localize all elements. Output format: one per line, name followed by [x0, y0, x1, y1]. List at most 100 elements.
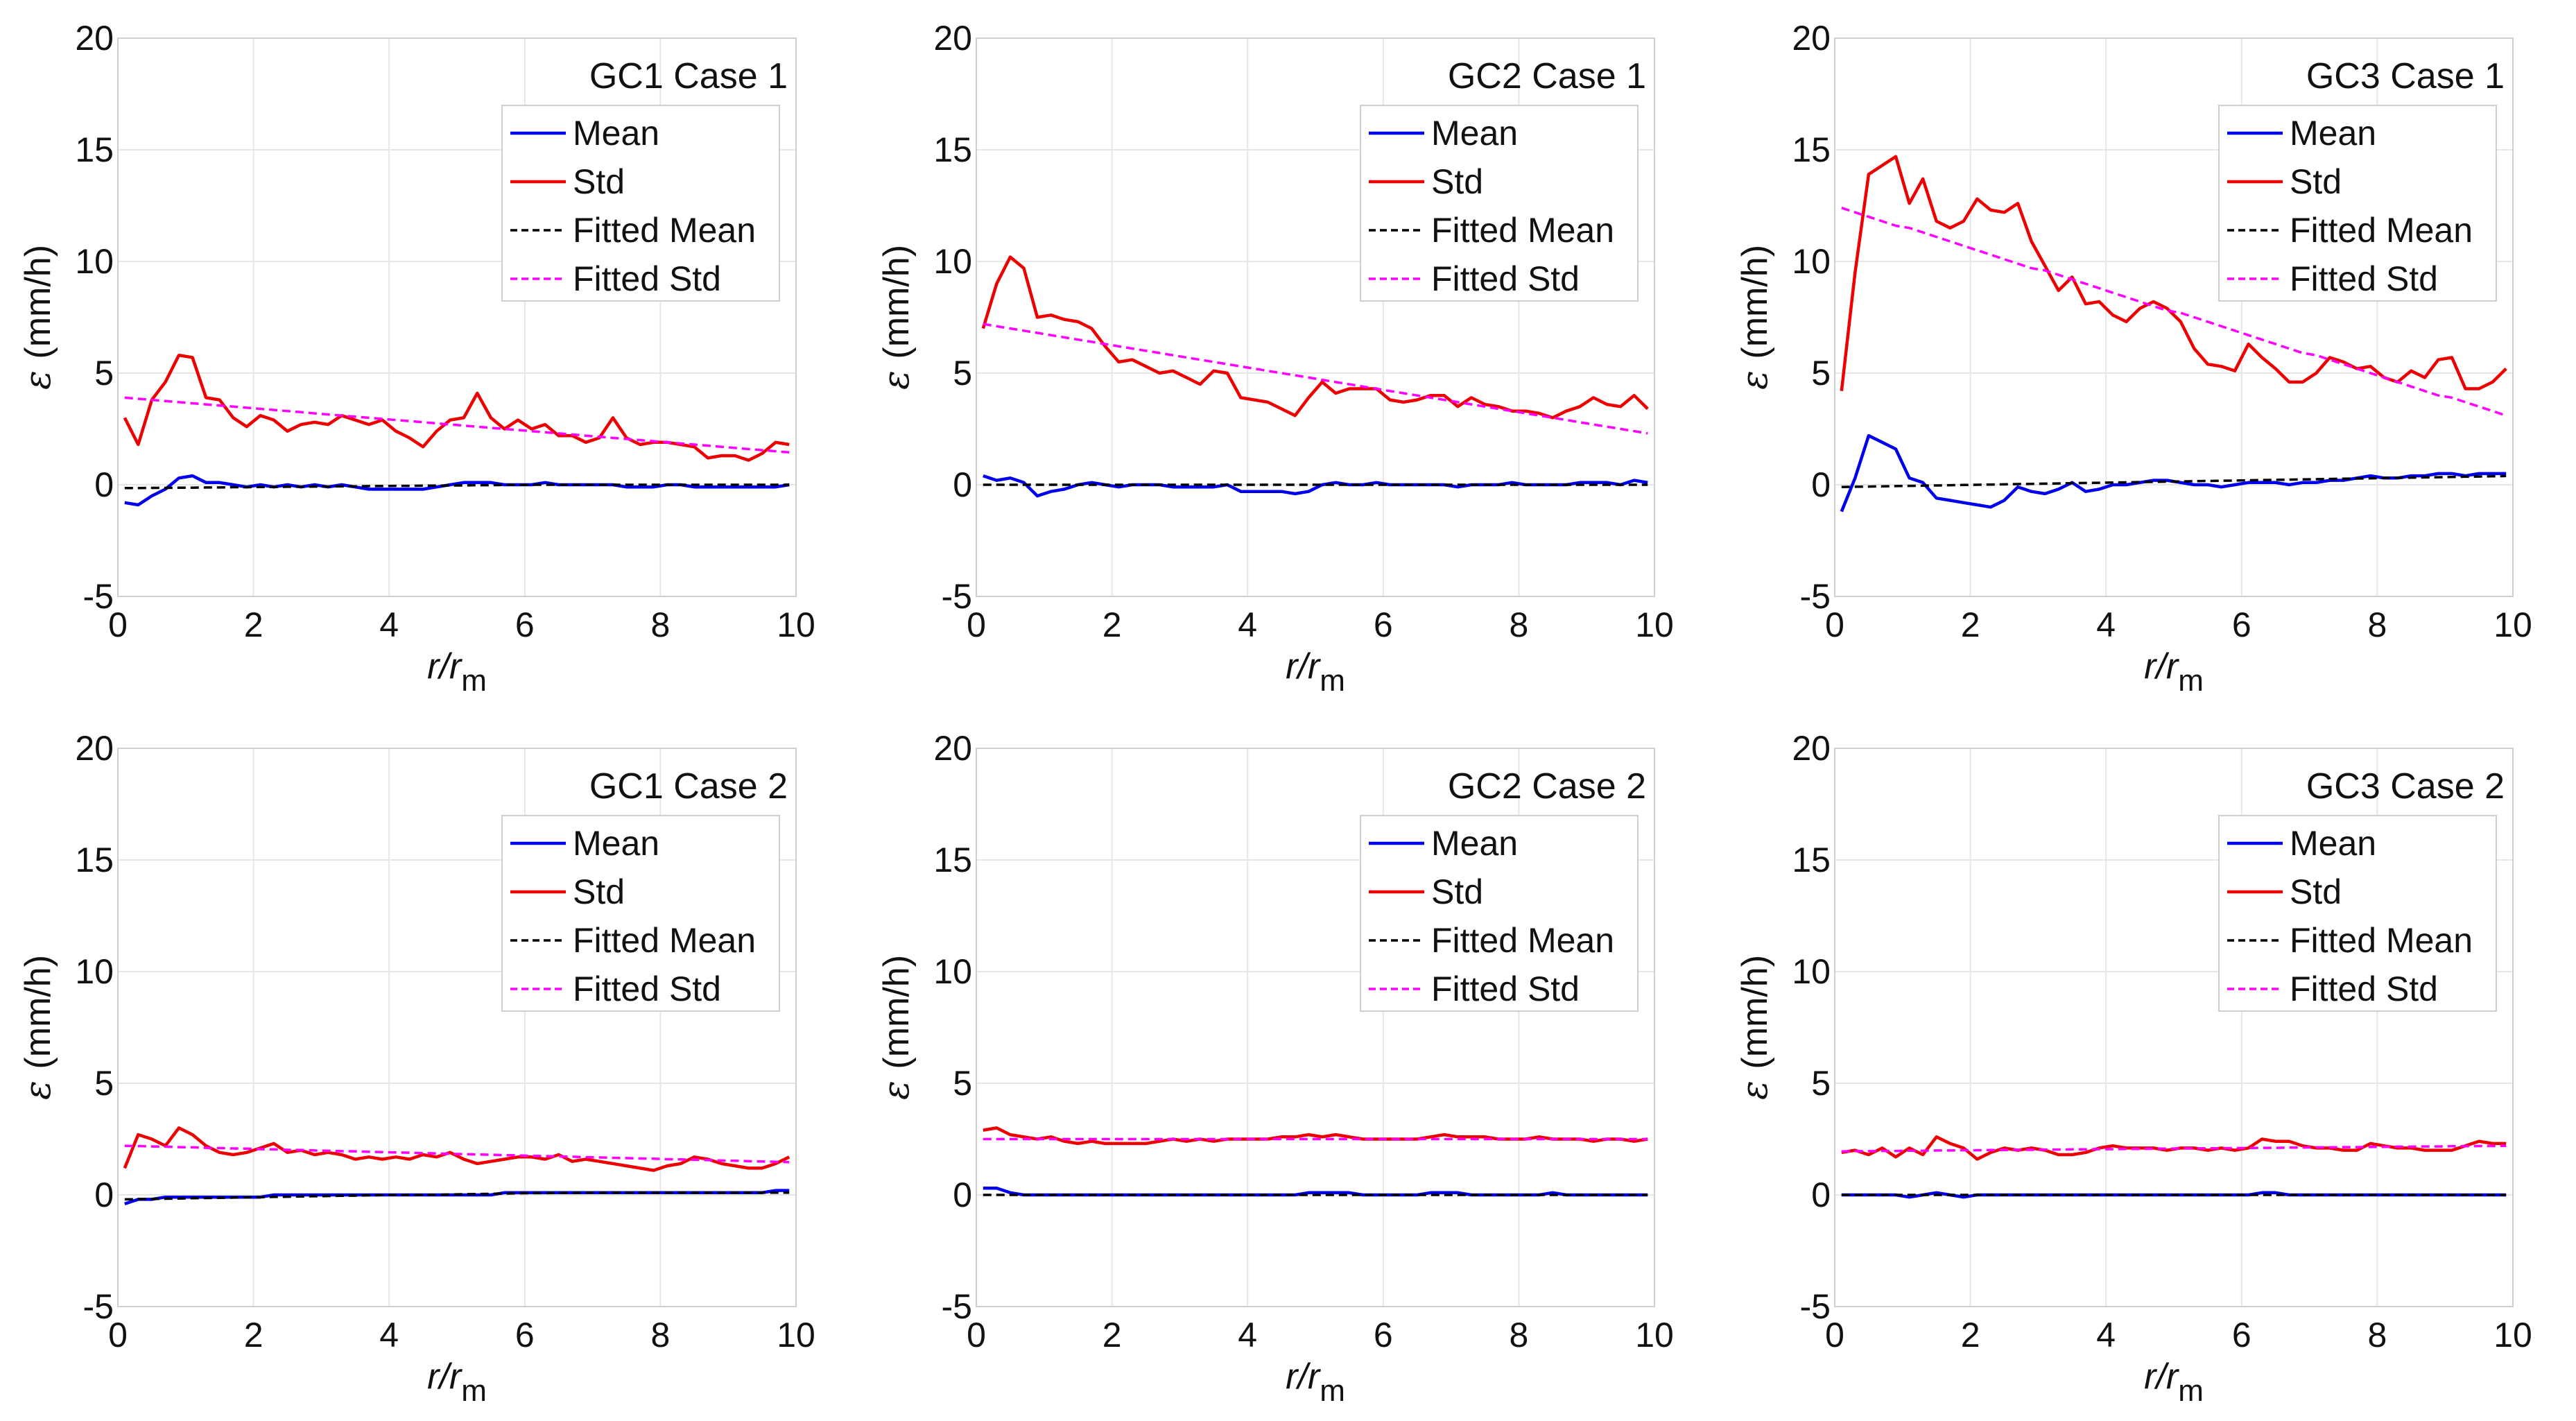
series-line-fitted-std [1841, 1144, 2507, 1153]
y-tick-label: 0 [94, 465, 114, 504]
y-tick-label: 10 [1792, 242, 1831, 281]
y-tick-label: 20 [933, 729, 972, 768]
y-tick-label: -5 [1800, 1287, 1831, 1326]
y-tick-label: -5 [83, 577, 114, 616]
legend-box [1360, 105, 1639, 302]
legend-label: Fitted Std [2290, 970, 2438, 1008]
legend-label: Mean [1431, 824, 1518, 863]
y-tick-label: -5 [1800, 577, 1831, 616]
y-axis-label-unit: (mm/h) [1735, 955, 1775, 1069]
x-tick-label: 8 [1509, 605, 1528, 644]
y-tick-label: 15 [75, 841, 114, 879]
x-tick-label: 2 [244, 605, 263, 644]
x-tick-label: 0 [108, 1316, 128, 1354]
legend-label: Fitted Mean [2290, 921, 2473, 960]
x-axis-label-main: r/r [2144, 1357, 2180, 1397]
x-tick-label: 8 [1509, 1316, 1528, 1354]
legend-label: Fitted Std [573, 970, 721, 1008]
y-tick-label: 5 [1811, 1064, 1831, 1103]
x-tick-label: 2 [244, 1316, 263, 1354]
legend-label: Mean [2290, 114, 2376, 153]
y-tick-label: 15 [1792, 841, 1831, 879]
x-axis-label-main: r/r [427, 646, 463, 687]
y-axis-label-unit: (mm/h) [876, 955, 917, 1069]
x-tick-label: 6 [1374, 1316, 1393, 1354]
x-axis-label-main: r/r [1286, 1357, 1322, 1397]
y-axis-label: ε (mm/h) [17, 245, 59, 390]
legend-label: Mean [573, 824, 659, 863]
legend-label: Fitted Std [1431, 259, 1580, 298]
x-tick-label: 6 [2232, 1316, 2251, 1354]
legend-box [2218, 105, 2497, 302]
x-tick-label: 0 [967, 605, 986, 644]
y-tick-label: 20 [1792, 19, 1831, 58]
y-tick-label: 20 [1792, 729, 1831, 768]
series-line-std [983, 1126, 1648, 1146]
y-axis-label-symbol: ε [1734, 1069, 1776, 1100]
x-tick-label: 6 [515, 1316, 535, 1354]
x-axis-label: r/rm [2144, 1357, 2204, 1408]
x-tick-label: 0 [1825, 1316, 1844, 1354]
y-tick-label: 10 [75, 952, 114, 991]
legend-label: Fitted Mean [1431, 921, 1614, 960]
y-tick-label: 15 [1792, 130, 1831, 169]
legend-box [501, 815, 780, 1012]
x-tick-label: 6 [2232, 605, 2251, 644]
series-line-fitted-std [124, 1144, 790, 1164]
y-tick-label: -5 [83, 1287, 114, 1326]
y-tick-label: 10 [933, 242, 972, 281]
x-tick-label: 4 [379, 605, 399, 644]
y-tick-label: 0 [1811, 465, 1831, 504]
series-line-std [123, 1126, 790, 1172]
x-tick-label: 6 [515, 605, 535, 644]
x-axis-label-sub: m [1320, 1374, 1345, 1408]
y-tick-label: 0 [953, 465, 972, 504]
x-tick-label: 2 [1961, 1316, 1980, 1354]
x-axis-label: r/rm [427, 646, 487, 698]
x-tick-label: 0 [1825, 605, 1844, 644]
legend-label: Fitted Std [2290, 259, 2438, 298]
y-tick-label: 15 [933, 841, 972, 879]
panel-title: GC2 Case 1 [1448, 56, 1646, 96]
x-axis-label: r/rm [1286, 646, 1345, 698]
y-axis-label-symbol: ε [17, 359, 59, 390]
legend-label: Fitted Mean [573, 921, 756, 960]
y-tick-label: 0 [94, 1175, 114, 1214]
axis-frame [976, 37, 1655, 597]
legend-label: Fitted Mean [1431, 211, 1614, 250]
axis-frame [1834, 37, 2514, 597]
y-axis-label: ε (mm/h) [17, 955, 59, 1100]
y-tick-label: -5 [942, 577, 972, 616]
x-tick-label: 8 [2367, 1316, 2387, 1354]
x-tick-label: 8 [650, 605, 670, 644]
series-line-fitted-mean [124, 483, 790, 490]
x-axis-label: r/rm [2144, 646, 2204, 698]
x-tick-label: 4 [379, 1316, 399, 1354]
legend-box [1360, 815, 1639, 1012]
legend-label: Mean [1431, 114, 1518, 153]
legend-label: Fitted Std [573, 259, 721, 298]
x-tick-label: 2 [1961, 605, 1980, 644]
series-line-fitted-mean [124, 1191, 790, 1201]
y-tick-label: 5 [953, 1064, 972, 1103]
y-tick-label: 5 [953, 354, 972, 393]
x-axis-label-sub: m [461, 1374, 487, 1408]
x-tick-label: 4 [1238, 605, 1257, 644]
y-tick-label: 15 [933, 130, 972, 169]
x-tick-label: 0 [967, 1316, 986, 1354]
y-axis-label: ε (mm/h) [876, 245, 917, 390]
series-line-fitted-std [983, 322, 1648, 435]
panel-title: GC2 Case 2 [1448, 766, 1646, 807]
legend-label: Mean [573, 114, 659, 153]
y-axis-label: ε (mm/h) [1734, 955, 1776, 1100]
